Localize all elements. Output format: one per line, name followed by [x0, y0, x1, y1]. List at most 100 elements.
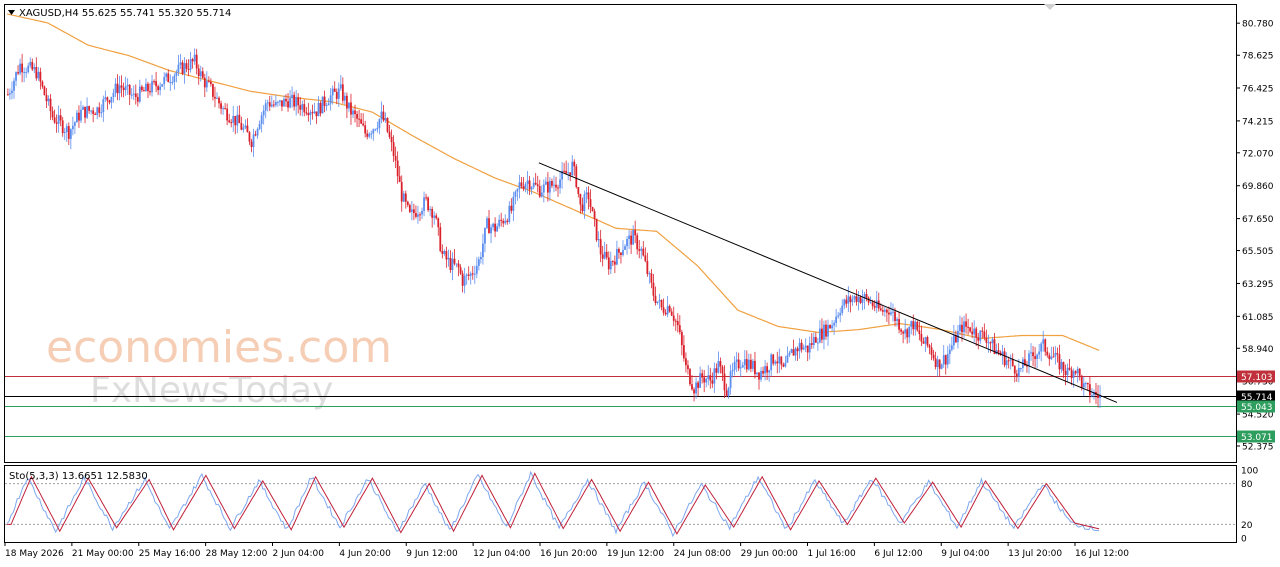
candle-body	[725, 390, 728, 396]
candle-body	[291, 94, 293, 99]
candle-body	[829, 324, 831, 329]
candle-body	[368, 133, 371, 137]
candle-body	[315, 111, 318, 117]
candle-body	[1005, 360, 1008, 366]
price-level-tag	[1237, 370, 1275, 383]
candle-body	[861, 299, 864, 303]
candle-body	[469, 273, 472, 276]
candle-body	[865, 294, 868, 298]
candle-body	[883, 309, 886, 312]
candle-body	[538, 186, 541, 197]
candle-body	[362, 123, 365, 126]
candle-body	[632, 230, 635, 245]
candle-body	[248, 132, 251, 142]
candle-body	[486, 218, 488, 228]
candle-body	[506, 220, 509, 222]
candle-body	[873, 306, 876, 308]
candle-body	[311, 112, 314, 114]
candle-body	[43, 86, 46, 96]
candle-body	[587, 192, 590, 200]
candle-body	[108, 100, 111, 103]
candle-body	[157, 86, 160, 91]
candle-body	[437, 218, 440, 228]
candle-body	[875, 300, 878, 308]
candle-body	[784, 362, 787, 367]
candle-body	[65, 126, 68, 133]
time-tick-label: 2 Jun 04:00	[273, 549, 325, 559]
scroll-marker[interactable]	[1044, 4, 1056, 10]
candle-body	[885, 309, 888, 313]
candle-body	[658, 300, 661, 302]
candle-body	[792, 349, 795, 356]
trendline-layer[interactable]	[538, 162, 1118, 403]
candles[interactable]	[7, 48, 1101, 409]
candle-body	[851, 299, 854, 303]
candle-body	[634, 230, 637, 236]
candle-body	[475, 265, 478, 274]
candle-body	[944, 355, 947, 365]
candle-body	[329, 95, 332, 104]
candle-body	[276, 101, 279, 103]
candle-body	[932, 354, 935, 359]
candle-body	[23, 72, 26, 74]
candle-body	[910, 321, 913, 327]
candle-body	[240, 123, 243, 130]
candle-body	[713, 368, 716, 384]
candle-body	[814, 337, 817, 343]
candle-body	[179, 62, 182, 65]
candle-body	[583, 194, 586, 212]
candle-body	[613, 261, 616, 265]
candle-body	[498, 219, 501, 227]
candle-body	[305, 112, 308, 114]
candle-body	[916, 321, 919, 331]
candle-body	[869, 302, 872, 304]
candle-body	[622, 249, 624, 256]
chart-menu-icon[interactable]	[8, 10, 15, 15]
candle-body	[244, 125, 247, 128]
candle-body	[559, 179, 561, 188]
candle-body	[719, 361, 722, 367]
candle-body	[948, 349, 951, 355]
candle-body	[577, 187, 580, 194]
candle-body	[723, 373, 726, 391]
stochastic-tick-label: 0	[1241, 535, 1247, 545]
candle-body	[652, 282, 655, 296]
candle-body	[408, 204, 411, 212]
candle-body	[741, 365, 744, 368]
candle-body	[961, 324, 963, 333]
candle-body	[390, 136, 393, 143]
candle-body	[745, 359, 748, 370]
candle-body	[1086, 383, 1089, 385]
candle-body	[149, 91, 151, 93]
candle-body	[116, 83, 119, 94]
candle-body	[928, 345, 931, 348]
trendline[interactable]	[538, 162, 1118, 403]
candle-body	[597, 239, 600, 241]
candle-body	[609, 261, 612, 270]
candle-body	[1074, 371, 1077, 374]
candle-body	[642, 248, 645, 256]
price-level-tag	[1237, 400, 1275, 413]
candle-body	[299, 105, 302, 110]
candle-body	[457, 263, 460, 268]
candle-body	[197, 68, 200, 77]
candle-body	[1036, 354, 1039, 359]
candle-body	[680, 332, 683, 346]
candle-body	[114, 83, 117, 93]
candle-body	[187, 68, 190, 70]
candle-body	[490, 227, 492, 234]
candle-body	[607, 257, 610, 270]
candle-body	[1017, 367, 1020, 377]
candle-body	[762, 370, 764, 374]
candle-body	[843, 299, 846, 306]
candle-body	[354, 110, 356, 114]
candle-body	[207, 80, 210, 82]
candle-body	[591, 207, 594, 212]
candle-body	[165, 73, 168, 77]
candle-body	[378, 119, 381, 128]
candle-body	[429, 208, 432, 211]
candle-body	[37, 71, 40, 79]
candle-body	[226, 108, 229, 121]
